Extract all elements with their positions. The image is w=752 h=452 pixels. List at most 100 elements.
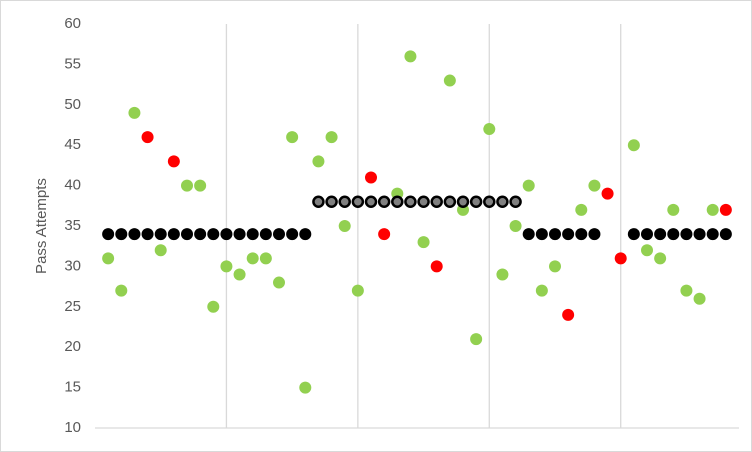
point [102,228,115,241]
point [102,252,115,265]
y-tick-label: 40 [64,177,81,194]
point [719,203,732,216]
point [286,228,299,241]
point [365,171,377,184]
y-tick-label: 35 [64,217,81,234]
point [575,228,588,241]
point [246,228,259,241]
y-tick-label: 10 [64,419,81,436]
point [154,244,167,257]
point [273,228,285,241]
point [614,252,627,265]
point [588,228,601,241]
point [194,179,207,192]
point [549,228,561,241]
point [667,228,680,241]
point [141,228,154,241]
point [680,284,693,297]
point [325,195,338,209]
point [115,228,128,241]
point [259,228,272,241]
y-tick-label: 15 [64,379,81,396]
point [273,276,285,289]
point [391,195,404,209]
point [417,195,430,209]
point [299,381,312,394]
point [509,220,522,232]
y-axis-label: Pass Attempts [33,178,50,274]
point [417,236,430,249]
point [483,195,496,209]
point [115,284,128,297]
point [627,139,640,152]
point [693,228,706,241]
point [128,228,141,241]
point [535,228,548,241]
point [522,179,535,192]
point [233,268,246,281]
point [562,228,575,241]
point [325,131,338,144]
point [404,195,417,209]
y-tick-label: 25 [64,298,81,315]
point [562,308,575,321]
point [312,155,325,168]
point [549,260,561,273]
point [680,228,693,241]
point [601,187,614,200]
point [233,228,246,241]
point [286,131,299,144]
point [443,195,457,209]
point [351,195,365,209]
y-tick-label: 30 [64,257,81,274]
point [299,228,312,241]
point [338,220,351,232]
point [246,252,259,265]
point [654,228,667,241]
y-tick-label: 60 [64,15,81,32]
point [693,292,706,305]
point [470,333,483,346]
point [588,179,601,192]
point [207,300,220,313]
point [456,195,470,209]
point [181,179,193,192]
point [509,195,522,209]
point [522,228,535,241]
point [128,106,141,119]
point [220,260,233,273]
y-tick-label: 50 [64,96,81,113]
point [220,228,233,241]
point [575,203,588,216]
point [141,131,154,144]
y-tick-label: 55 [64,55,81,72]
point [207,228,220,241]
point [496,195,509,209]
point [378,228,391,241]
point [443,74,456,87]
point [469,195,483,209]
point [496,268,509,281]
point [430,260,443,273]
point [181,228,193,241]
point [154,228,167,241]
point [167,228,180,241]
point [377,195,391,209]
point [338,195,351,209]
point [641,244,653,257]
point [654,252,667,265]
point [312,195,325,209]
point [706,203,719,216]
point [351,284,364,297]
point [667,203,680,216]
point [364,195,378,209]
point [535,284,548,297]
point [641,228,653,241]
y-tick-label: 45 [64,136,81,153]
point [259,252,272,265]
point [706,228,719,241]
y-tick-label: 20 [64,338,81,355]
point [483,123,496,136]
